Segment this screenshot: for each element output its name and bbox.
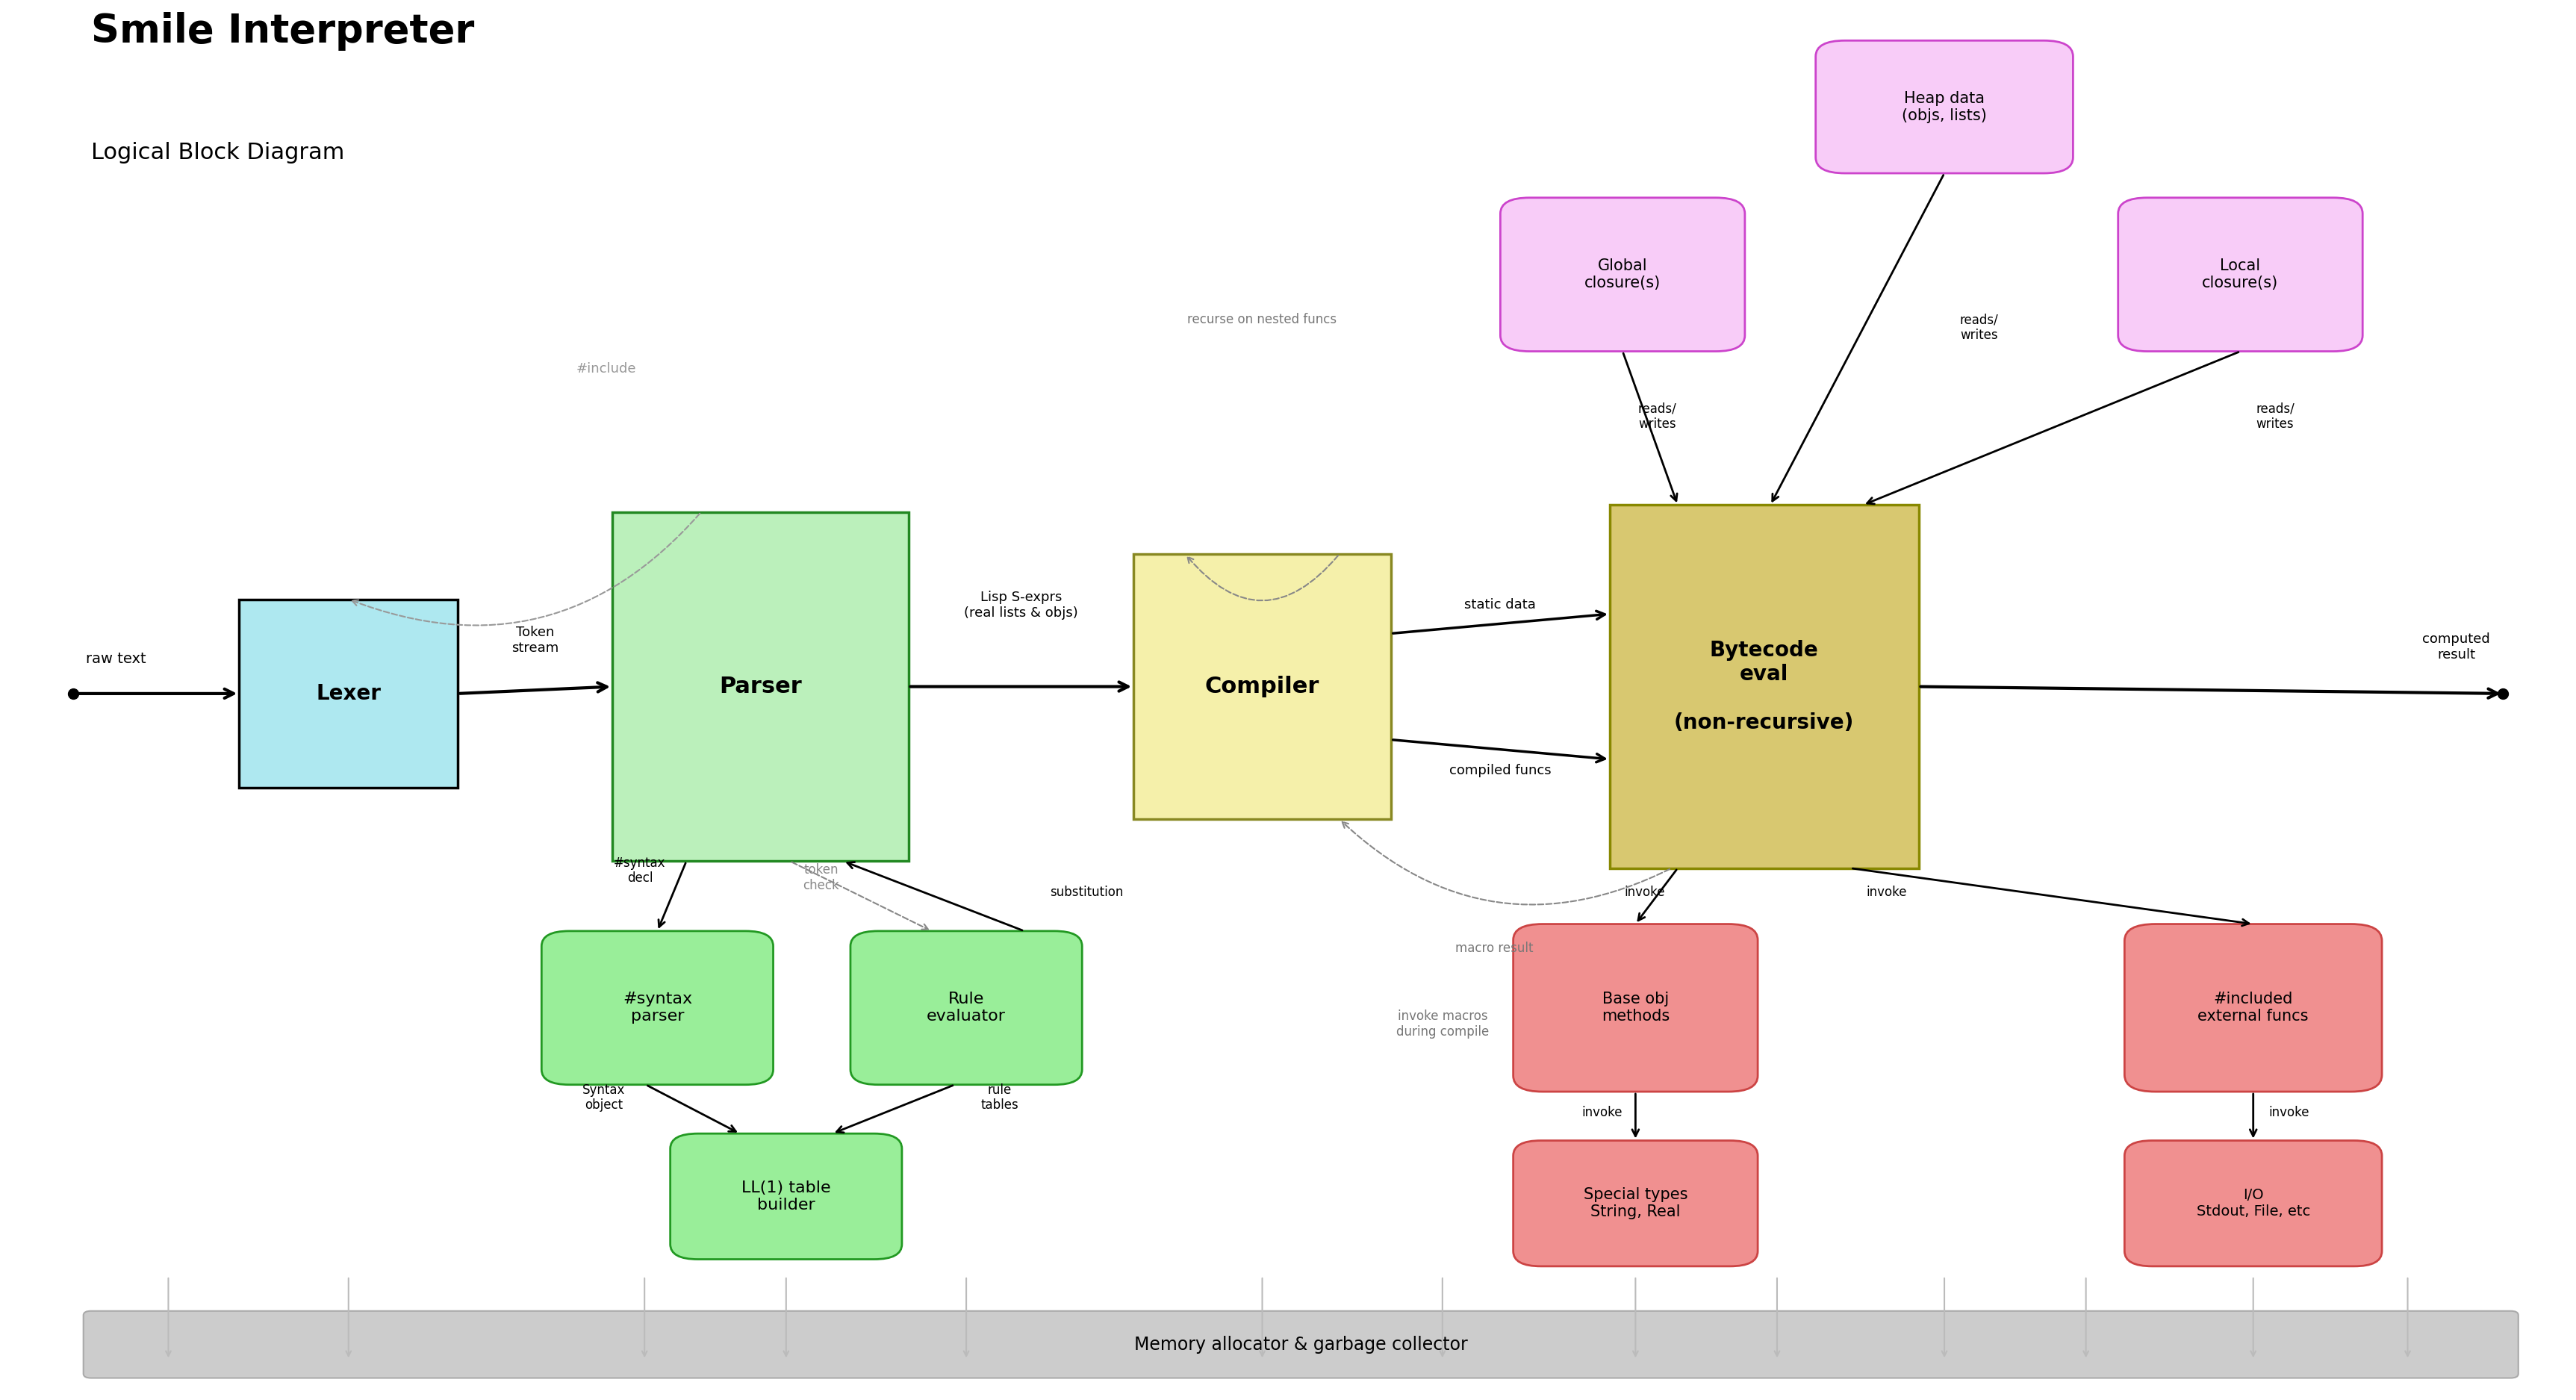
Text: invoke macros
during compile: invoke macros during compile (1396, 1009, 1489, 1039)
Text: computed
result: computed result (2421, 633, 2491, 662)
Text: recurse on nested funcs: recurse on nested funcs (1188, 314, 1337, 326)
FancyBboxPatch shape (1816, 41, 2074, 174)
Text: LL(1) table
builder: LL(1) table builder (742, 1180, 829, 1212)
Text: invoke: invoke (2269, 1106, 2308, 1119)
Text: invoke: invoke (1582, 1106, 1623, 1119)
Text: substitution: substitution (1051, 886, 1123, 899)
Text: Lexer: Lexer (317, 683, 381, 704)
Text: reads/
writes: reads/ writes (1960, 314, 1999, 342)
Text: Base obj
methods: Base obj methods (1602, 991, 1669, 1023)
Text: Smile Interpreter: Smile Interpreter (90, 13, 474, 50)
Text: Parser: Parser (719, 676, 801, 697)
Text: token
check: token check (804, 864, 840, 892)
FancyBboxPatch shape (1499, 197, 1744, 351)
Text: I/O
Stdout, File, etc: I/O Stdout, File, etc (2197, 1189, 2311, 1219)
Text: #syntax
decl: #syntax decl (613, 857, 665, 885)
Text: Lisp S-exprs
(real lists & objs): Lisp S-exprs (real lists & objs) (963, 591, 1077, 620)
Text: macro result: macro result (1455, 942, 1533, 955)
Text: invoke: invoke (1623, 886, 1664, 899)
FancyBboxPatch shape (1133, 554, 1391, 819)
Text: reads/
writes: reads/ writes (1638, 402, 1677, 431)
Text: Rule
evaluator: Rule evaluator (927, 991, 1005, 1023)
Text: reads/
writes: reads/ writes (2257, 402, 2295, 431)
Text: compiled funcs: compiled funcs (1450, 764, 1551, 777)
Text: Syntax
object: Syntax object (582, 1084, 626, 1112)
FancyBboxPatch shape (2117, 197, 2362, 351)
Text: Local
closure(s): Local closure(s) (2202, 259, 2280, 291)
FancyBboxPatch shape (541, 931, 773, 1085)
Text: Heap data
(objs, lists): Heap data (objs, lists) (1901, 91, 1986, 123)
Text: invoke: invoke (1865, 886, 1906, 899)
Text: raw text: raw text (85, 651, 147, 666)
FancyBboxPatch shape (613, 512, 909, 861)
Text: rule
tables: rule tables (981, 1084, 1018, 1112)
Text: #included
external funcs: #included external funcs (2197, 991, 2308, 1023)
Text: Special types
String, Real: Special types String, Real (1584, 1187, 1687, 1219)
Text: #syntax
parser: #syntax parser (623, 991, 693, 1023)
Text: Memory allocator & garbage collector: Memory allocator & garbage collector (1133, 1336, 1468, 1354)
FancyBboxPatch shape (1512, 924, 1757, 1092)
Text: #include: #include (577, 361, 636, 375)
FancyBboxPatch shape (82, 1310, 2519, 1378)
Text: Compiler: Compiler (1206, 676, 1319, 697)
FancyBboxPatch shape (850, 931, 1082, 1085)
FancyBboxPatch shape (670, 1134, 902, 1259)
FancyBboxPatch shape (1610, 505, 1919, 868)
Text: static data: static data (1466, 598, 1535, 612)
Text: Logical Block Diagram: Logical Block Diagram (90, 141, 345, 164)
Text: Global
closure(s): Global closure(s) (1584, 259, 1662, 291)
Text: Token
stream: Token stream (513, 626, 559, 655)
FancyBboxPatch shape (2125, 924, 2383, 1092)
FancyBboxPatch shape (2125, 1141, 2383, 1266)
FancyBboxPatch shape (240, 599, 459, 788)
Text: Bytecode
eval

(non-recursive): Bytecode eval (non-recursive) (1674, 640, 1855, 734)
FancyBboxPatch shape (1512, 1141, 1757, 1266)
